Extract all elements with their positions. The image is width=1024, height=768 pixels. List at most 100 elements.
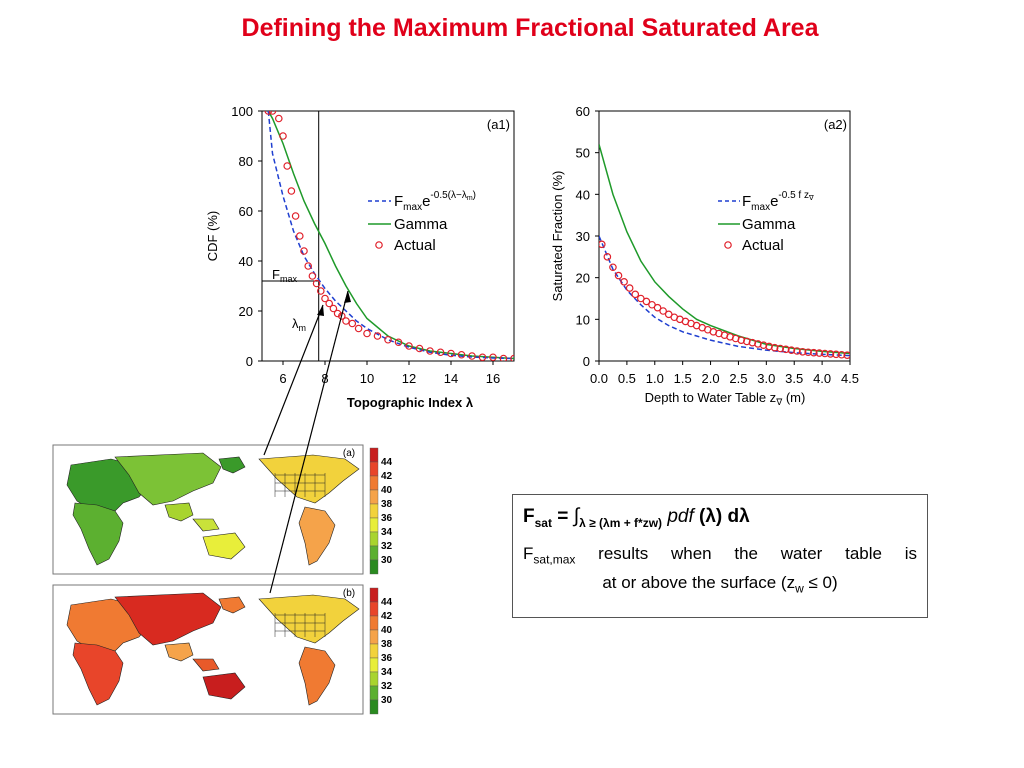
colorbar-label: 30 (381, 555, 393, 566)
land-mass (258, 594, 360, 644)
actual-point (287, 187, 296, 195)
actual-point (274, 114, 283, 123)
y-tick-label: 20 (239, 304, 253, 319)
legend-actual-label: Actual (742, 237, 784, 254)
colorbar-label: 36 (381, 653, 393, 664)
x-tick-label: 4.5 (841, 371, 859, 386)
colorbar-label: 42 (381, 471, 393, 482)
x-tick-label: 0.0 (590, 371, 608, 386)
actual-point (283, 162, 292, 170)
land-mass (202, 532, 246, 560)
actual-point (770, 343, 779, 352)
x-tick-label: 1.5 (674, 371, 692, 386)
actual-point (300, 247, 308, 255)
actual-point (447, 349, 455, 358)
legend-fit-label: Fmaxe-0.5 f z∇ (742, 190, 814, 213)
actual-point (737, 336, 746, 344)
actual-point (384, 335, 392, 344)
land-mass (114, 452, 222, 506)
actual-point (304, 262, 313, 270)
actual-point (354, 324, 363, 333)
x-tick-label: 3.0 (757, 371, 775, 386)
y-tick-label: 20 (576, 271, 590, 286)
legend-marker-actual (375, 241, 383, 249)
y-tick-label: 30 (576, 229, 590, 244)
y-tick-label: 100 (231, 104, 253, 119)
x-tick-label: 16 (486, 371, 500, 386)
actual-point (832, 350, 840, 359)
fmax-annotation: Fmax (272, 267, 297, 284)
actual-point (308, 272, 317, 280)
colorbar-label: 36 (381, 513, 393, 524)
lambda-m-annotation: λm (292, 316, 306, 333)
actual-point (426, 347, 434, 355)
actual-point (759, 341, 768, 349)
actual-point (821, 349, 829, 358)
colorbar-label: 44 (381, 457, 393, 468)
land-mass (192, 518, 220, 532)
y-tick-label: 50 (576, 146, 590, 161)
colorbar-swatch (369, 531, 379, 547)
cdf-chart-a1: 6810121416020406080100 CDF (%) Topograph… (205, 104, 515, 410)
land-mass (164, 502, 194, 522)
plot-frame-a1 (261, 110, 515, 362)
legend-gamma-label: Gamma (742, 216, 796, 233)
arrow-map-a-to-fit (263, 304, 324, 456)
y-tick-label: 10 (576, 312, 590, 327)
x-axis-label-a2: Depth to Water Table z∇ (m) (645, 390, 806, 407)
legend-a1: Fmaxe-0.5(λ−λm) Gamma Actual (368, 190, 476, 254)
panel-label-a1: (a1) (487, 117, 510, 132)
colorbar-label: 30 (381, 695, 393, 706)
land-mass (298, 506, 336, 566)
page-title: Defining the Maximum Fractional Saturate… (241, 14, 819, 42)
land-mass (202, 672, 246, 700)
colorbar-swatch (369, 657, 379, 673)
colorbar-label: 34 (381, 667, 393, 678)
colorbar-swatch (369, 629, 379, 645)
land-mass (164, 642, 194, 662)
actual-point (436, 348, 445, 357)
actual-point (415, 344, 424, 353)
arrow-map-b-to-gamma (269, 290, 349, 594)
land-mass (114, 592, 222, 646)
actual-point (826, 350, 835, 358)
colorbar-label: 34 (381, 527, 393, 538)
colorbar-swatch (369, 517, 379, 533)
actual-point (295, 232, 304, 240)
land-mass (72, 642, 124, 706)
note-word: results (598, 543, 649, 563)
x-tick-label: 6 (279, 371, 286, 386)
x-tick-label: 12 (402, 371, 416, 386)
y-tick-label: 40 (239, 254, 253, 269)
actual-point (609, 263, 617, 272)
colorbar-swatch (369, 489, 379, 505)
y-tick-label: 0 (583, 354, 590, 369)
note-word: water (780, 543, 823, 563)
actual-point (787, 346, 796, 354)
legend-fit-label: Fmaxe-0.5(λ−λm) (394, 190, 476, 213)
legend-a2: Fmaxe-0.5 f z∇ Gamma Actual (718, 190, 814, 254)
plot-frame-a2 (598, 110, 851, 362)
actual-point (625, 284, 634, 292)
colorbar-label: 40 (381, 485, 393, 496)
actual-point (837, 350, 846, 359)
actual-point (614, 271, 623, 280)
actual-point (312, 279, 321, 288)
actual-point (642, 297, 651, 306)
actual-point (348, 319, 357, 328)
actual-point (264, 111, 273, 115)
colorbar-label: 38 (381, 639, 393, 650)
gamma-line (599, 144, 850, 355)
actual-point (776, 344, 785, 353)
colorbar-swatch (369, 601, 379, 617)
y-axis-label-a2: Saturated Fraction (%) (550, 171, 565, 302)
actual-point (793, 347, 801, 355)
colorbar-swatch (369, 461, 379, 477)
map-b: (b) 44 42 40 38 36 34 32 30 (52, 584, 393, 715)
actual-point (457, 350, 466, 359)
land-mass (218, 456, 246, 474)
gamma-line (267, 111, 514, 360)
land-mass (192, 658, 220, 672)
actual-point (316, 287, 325, 295)
actual-point (405, 342, 413, 350)
